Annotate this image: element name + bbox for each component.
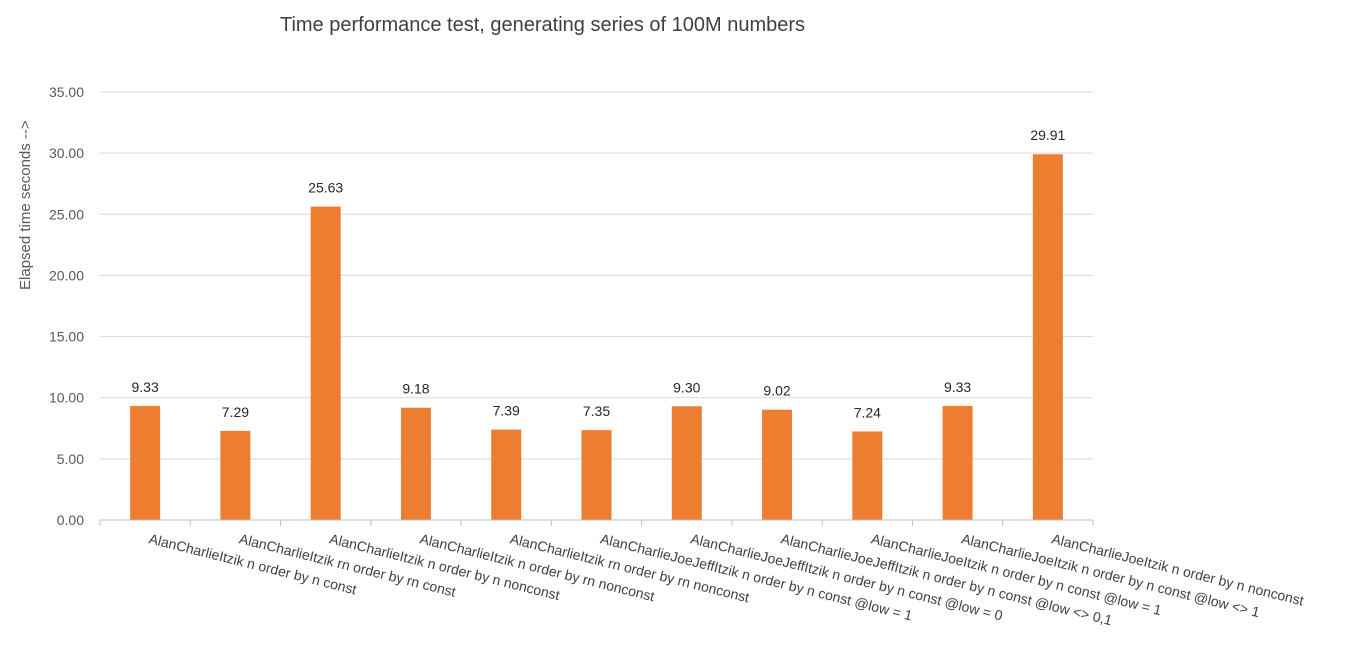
y-tick-label: 30.00 [49,145,84,161]
bar [130,405,161,520]
bar [220,430,251,520]
y-axis-label: Elapsed time seconds --> [17,120,34,290]
y-axis-ticks: 0.00 5.00 10.00 15.00 20.00 25.00 30.00 35.00 [49,84,84,528]
data-label: 7.35 [583,403,610,419]
y-tick-label: 25.00 [49,206,84,222]
bar [581,430,612,520]
bar [310,206,341,520]
data-label: 7.29 [222,404,249,420]
x-axis [99,519,1094,526]
y-tick-label: 10.00 [49,390,84,406]
data-label: 9.30 [673,379,700,395]
data-label: 9.18 [402,381,429,397]
bar [1032,154,1063,521]
y-tick-label: 5.00 [57,451,84,467]
bar [762,409,793,520]
bar [942,405,973,520]
y-tick-label: 15.00 [49,329,84,345]
bar [400,407,431,520]
data-label: 7.39 [493,403,520,419]
bar [491,429,522,520]
data-label: 25.63 [308,180,343,196]
x-axis-ticks: AlanCharlieItzik n order by n constAlanC… [147,530,1305,628]
bar [671,406,702,520]
data-label: 7.24 [854,404,881,420]
bars [130,154,1063,521]
data-label: 9.02 [763,383,790,399]
chart-title: Time performance test, generating series… [279,14,806,36]
data-labels: 9.33 7.29 25.63 9.18 7.39 7.35 9.30 9.02 7.24 9.3… [132,127,1066,420]
bar [852,431,883,520]
y-tick-label: 20.00 [49,267,84,283]
data-label: 9.33 [944,379,971,395]
data-label: 9.33 [132,379,159,395]
data-label: 29.91 [1030,127,1065,143]
y-tick-label: 35.00 [49,84,84,100]
y-tick-label: 0.00 [57,512,84,528]
